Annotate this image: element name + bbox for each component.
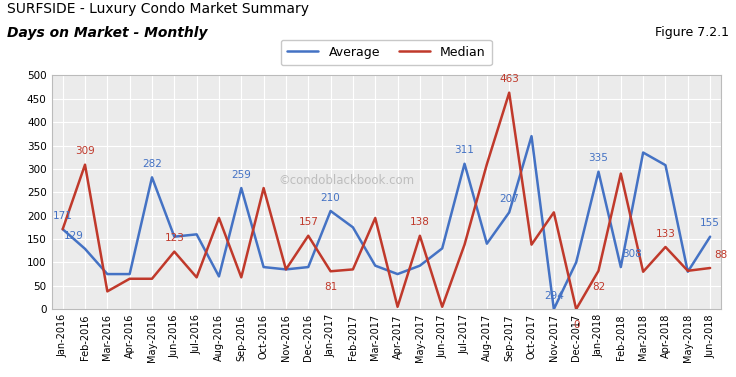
Median [706, 266, 715, 270]
Average [661, 163, 670, 167]
Text: 171: 171 [53, 211, 73, 221]
Average [438, 246, 447, 251]
Text: 138: 138 [410, 218, 430, 227]
Median [192, 275, 201, 280]
Median [483, 162, 492, 167]
Average [483, 241, 492, 246]
Median [393, 305, 402, 309]
Average [81, 247, 90, 251]
Median [460, 242, 469, 247]
Average [572, 260, 581, 265]
Average [281, 267, 290, 272]
Median [326, 269, 335, 274]
Average [215, 274, 224, 279]
Legend: Average, Median: Average, Median [281, 40, 492, 65]
Text: Days on Market - Monthly: Days on Market - Monthly [7, 26, 208, 40]
Median [125, 276, 134, 281]
Median [415, 233, 424, 238]
Median [103, 289, 112, 294]
Text: 282: 282 [142, 159, 162, 169]
Text: 0: 0 [573, 320, 579, 330]
Average [594, 169, 603, 174]
Median [549, 210, 559, 215]
Text: 311: 311 [455, 146, 475, 155]
Text: SURFSIDE - Luxury Condo Market Summary: SURFSIDE - Luxury Condo Market Summary [7, 2, 309, 16]
Median [259, 186, 268, 190]
Median [371, 216, 380, 220]
Median [572, 307, 581, 311]
Median [170, 249, 179, 254]
Average [147, 175, 157, 179]
Median [661, 245, 670, 249]
Text: 123: 123 [164, 233, 184, 243]
Average [58, 227, 67, 231]
Median [683, 268, 692, 273]
Average [304, 265, 313, 269]
Median [147, 276, 157, 281]
Average [617, 265, 626, 269]
Text: 308: 308 [622, 249, 642, 259]
Median [594, 268, 603, 273]
Line: Median: Median [63, 93, 710, 309]
Average [371, 264, 380, 268]
Median [215, 216, 224, 220]
Text: 309: 309 [75, 146, 95, 156]
Text: 133: 133 [656, 228, 676, 239]
Median [281, 267, 290, 272]
Average [326, 209, 335, 213]
Text: ©condoblackbook.com: ©condoblackbook.com [278, 174, 414, 187]
Text: 463: 463 [499, 74, 519, 84]
Average [505, 210, 514, 215]
Average [527, 134, 536, 138]
Average [237, 186, 246, 190]
Average [549, 307, 559, 311]
Line: Average: Average [63, 136, 710, 309]
Average [415, 264, 424, 268]
Median [617, 171, 626, 176]
Median [349, 267, 358, 272]
Average [103, 272, 112, 276]
Text: 82: 82 [592, 282, 605, 292]
Average [349, 225, 358, 230]
Median [639, 270, 648, 274]
Average [259, 265, 268, 269]
Text: 335: 335 [589, 153, 609, 163]
Average [125, 272, 134, 276]
Text: Figure 7.2.1: Figure 7.2.1 [654, 26, 729, 39]
Median [237, 275, 246, 280]
Text: 88: 88 [715, 250, 728, 260]
Average [192, 232, 201, 237]
Text: 81: 81 [324, 282, 337, 293]
Text: 129: 129 [64, 230, 84, 241]
Text: 157: 157 [298, 218, 318, 227]
Median [304, 233, 313, 238]
Text: 155: 155 [700, 218, 720, 228]
Average [393, 272, 402, 276]
Median [58, 227, 67, 231]
Text: 210: 210 [321, 193, 341, 202]
Text: 259: 259 [231, 170, 251, 180]
Median [438, 305, 447, 309]
Average [683, 270, 692, 274]
Median [505, 90, 514, 95]
Average [706, 234, 715, 239]
Average [639, 150, 648, 155]
Average [170, 234, 179, 239]
Text: 207: 207 [499, 194, 519, 204]
Median [81, 162, 90, 167]
Text: 294: 294 [544, 291, 564, 301]
Median [527, 242, 536, 247]
Average [460, 161, 469, 166]
